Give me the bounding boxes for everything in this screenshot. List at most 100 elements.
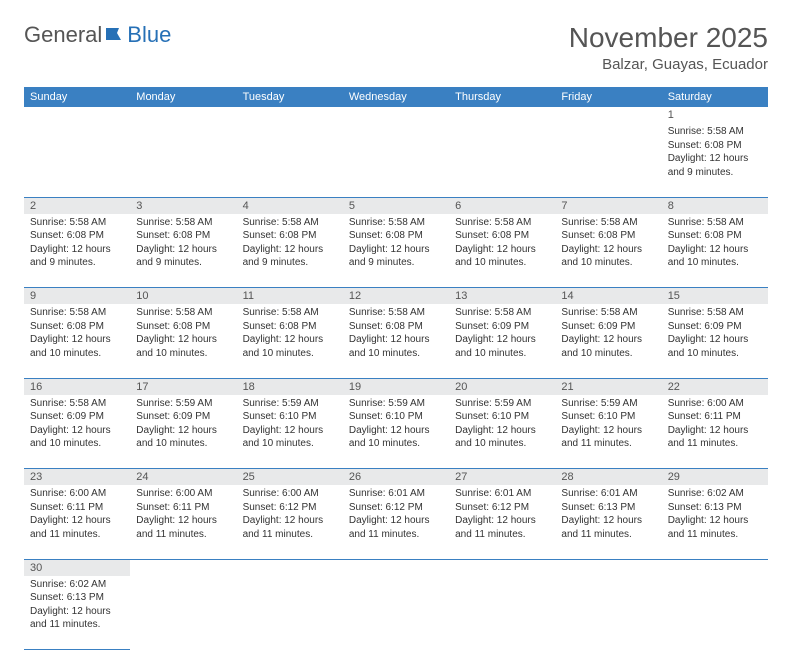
content-row: Sunrise: 5:58 AMSunset: 6:09 PMDaylight:… [24, 395, 768, 469]
daynum-row: 30 [24, 559, 768, 576]
sunrise-line: Sunrise: 6:00 AM [30, 487, 124, 501]
daylight-line: Daylight: 12 hours and 9 minutes. [30, 243, 124, 270]
day-number: 17 [136, 381, 148, 393]
day-content-cell: Sunrise: 6:02 AMSunset: 6:13 PMDaylight:… [662, 485, 768, 559]
sunset-line: Sunset: 6:12 PM [455, 501, 549, 515]
day-details: Sunrise: 6:02 AMSunset: 6:13 PMDaylight:… [30, 578, 124, 632]
sunset-line: Sunset: 6:10 PM [455, 410, 549, 424]
sunrise-line: Sunrise: 5:58 AM [668, 306, 762, 320]
day-header: Thursday [449, 87, 555, 107]
day-header: Tuesday [237, 87, 343, 107]
logo-text-b: Blue [127, 22, 171, 48]
empty-cell [343, 123, 449, 197]
day-content-cell: Sunrise: 6:01 AMSunset: 6:12 PMDaylight:… [343, 485, 449, 559]
daylight-line: Daylight: 12 hours and 9 minutes. [243, 243, 337, 270]
daylight-line: Daylight: 12 hours and 11 minutes. [30, 514, 124, 541]
sunrise-line: Sunrise: 6:01 AM [455, 487, 549, 501]
content-row: Sunrise: 6:00 AMSunset: 6:11 PMDaylight:… [24, 485, 768, 559]
day-number-cell: 6 [449, 197, 555, 214]
sunset-line: Sunset: 6:08 PM [349, 229, 443, 243]
sunrise-line: Sunrise: 5:58 AM [30, 306, 124, 320]
day-content-cell: Sunrise: 5:58 AMSunset: 6:08 PMDaylight:… [555, 214, 661, 288]
sunrise-line: Sunrise: 6:02 AM [668, 487, 762, 501]
day-content-cell: Sunrise: 5:58 AMSunset: 6:08 PMDaylight:… [24, 304, 130, 378]
location: Balzar, Guayas, Ecuador [569, 56, 768, 73]
sunset-line: Sunset: 6:11 PM [30, 501, 124, 515]
day-number-cell: 28 [555, 469, 661, 486]
day-number: 18 [243, 381, 255, 393]
day-number-cell: 5 [343, 197, 449, 214]
day-number-cell: 14 [555, 288, 661, 305]
sunrise-line: Sunrise: 5:58 AM [243, 306, 337, 320]
empty-cell [237, 123, 343, 197]
sunrise-line: Sunrise: 5:58 AM [561, 306, 655, 320]
day-number: 6 [455, 200, 461, 212]
day-details: Sunrise: 6:02 AMSunset: 6:13 PMDaylight:… [668, 487, 762, 541]
day-header: Monday [130, 87, 236, 107]
day-number: 29 [668, 471, 680, 483]
day-number: 16 [30, 381, 42, 393]
empty-cell [343, 559, 449, 576]
day-number: 8 [668, 200, 674, 212]
day-details: Sunrise: 6:00 AMSunset: 6:12 PMDaylight:… [243, 487, 337, 541]
day-content-cell: Sunrise: 6:01 AMSunset: 6:13 PMDaylight:… [555, 485, 661, 559]
sunrise-line: Sunrise: 5:58 AM [668, 125, 762, 139]
sunset-line: Sunset: 6:08 PM [30, 320, 124, 334]
daylight-line: Daylight: 12 hours and 10 minutes. [668, 243, 762, 270]
daylight-line: Daylight: 12 hours and 11 minutes. [349, 514, 443, 541]
day-number: 4 [243, 200, 249, 212]
sunset-line: Sunset: 6:09 PM [30, 410, 124, 424]
sunset-line: Sunset: 6:09 PM [136, 410, 230, 424]
daylight-line: Daylight: 12 hours and 9 minutes. [668, 152, 762, 179]
day-number-cell: 18 [237, 378, 343, 395]
calendar-table: SundayMondayTuesdayWednesdayThursdayFrid… [24, 87, 768, 650]
sunset-line: Sunset: 6:08 PM [349, 320, 443, 334]
day-number: 11 [243, 290, 254, 302]
day-content-cell: Sunrise: 6:00 AMSunset: 6:11 PMDaylight:… [130, 485, 236, 559]
day-details: Sunrise: 6:01 AMSunset: 6:12 PMDaylight:… [349, 487, 443, 541]
day-number: 30 [30, 562, 42, 574]
day-number: 5 [349, 200, 355, 212]
day-details: Sunrise: 5:58 AMSunset: 6:08 PMDaylight:… [668, 216, 762, 270]
day-number-cell: 27 [449, 469, 555, 486]
day-number-cell: 23 [24, 469, 130, 486]
day-number: 1 [668, 109, 674, 121]
day-number-cell: 3 [130, 197, 236, 214]
day-number-cell: 22 [662, 378, 768, 395]
daynum-row: 9101112131415 [24, 288, 768, 305]
daylight-line: Daylight: 12 hours and 9 minutes. [136, 243, 230, 270]
day-content-cell: Sunrise: 5:58 AMSunset: 6:08 PMDaylight:… [449, 214, 555, 288]
day-details: Sunrise: 5:58 AMSunset: 6:08 PMDaylight:… [668, 125, 762, 179]
day-details: Sunrise: 6:01 AMSunset: 6:12 PMDaylight:… [455, 487, 549, 541]
sunrise-line: Sunrise: 5:58 AM [668, 216, 762, 230]
day-content-cell: Sunrise: 5:58 AMSunset: 6:09 PMDaylight:… [449, 304, 555, 378]
empty-cell [24, 107, 130, 123]
daylight-line: Daylight: 12 hours and 11 minutes. [455, 514, 549, 541]
day-content-cell: Sunrise: 5:58 AMSunset: 6:08 PMDaylight:… [24, 214, 130, 288]
day-number: 12 [349, 290, 361, 302]
day-header: Saturday [662, 87, 768, 107]
sunrise-line: Sunrise: 5:59 AM [561, 397, 655, 411]
daylight-line: Daylight: 12 hours and 10 minutes. [349, 333, 443, 360]
day-number: 13 [455, 290, 467, 302]
day-content-cell: Sunrise: 6:00 AMSunset: 6:12 PMDaylight:… [237, 485, 343, 559]
day-content-cell: Sunrise: 5:58 AMSunset: 6:08 PMDaylight:… [130, 304, 236, 378]
day-number: 2 [30, 200, 36, 212]
day-content-cell: Sunrise: 5:58 AMSunset: 6:08 PMDaylight:… [662, 214, 768, 288]
day-number-cell: 15 [662, 288, 768, 305]
day-details: Sunrise: 6:01 AMSunset: 6:13 PMDaylight:… [561, 487, 655, 541]
empty-cell [237, 107, 343, 123]
daylight-line: Daylight: 12 hours and 9 minutes. [349, 243, 443, 270]
day-number-cell: 2 [24, 197, 130, 214]
sunset-line: Sunset: 6:13 PM [561, 501, 655, 515]
day-number-cell: 20 [449, 378, 555, 395]
flag-icon [105, 22, 125, 48]
day-number-cell: 30 [24, 559, 130, 576]
sunset-line: Sunset: 6:10 PM [561, 410, 655, 424]
day-content-cell: Sunrise: 5:58 AMSunset: 6:08 PMDaylight:… [237, 304, 343, 378]
daylight-line: Daylight: 12 hours and 11 minutes. [30, 605, 124, 632]
day-content-cell: Sunrise: 5:59 AMSunset: 6:10 PMDaylight:… [343, 395, 449, 469]
sunset-line: Sunset: 6:09 PM [668, 320, 762, 334]
day-details: Sunrise: 5:58 AMSunset: 6:08 PMDaylight:… [136, 216, 230, 270]
daylight-line: Daylight: 12 hours and 11 minutes. [668, 424, 762, 451]
